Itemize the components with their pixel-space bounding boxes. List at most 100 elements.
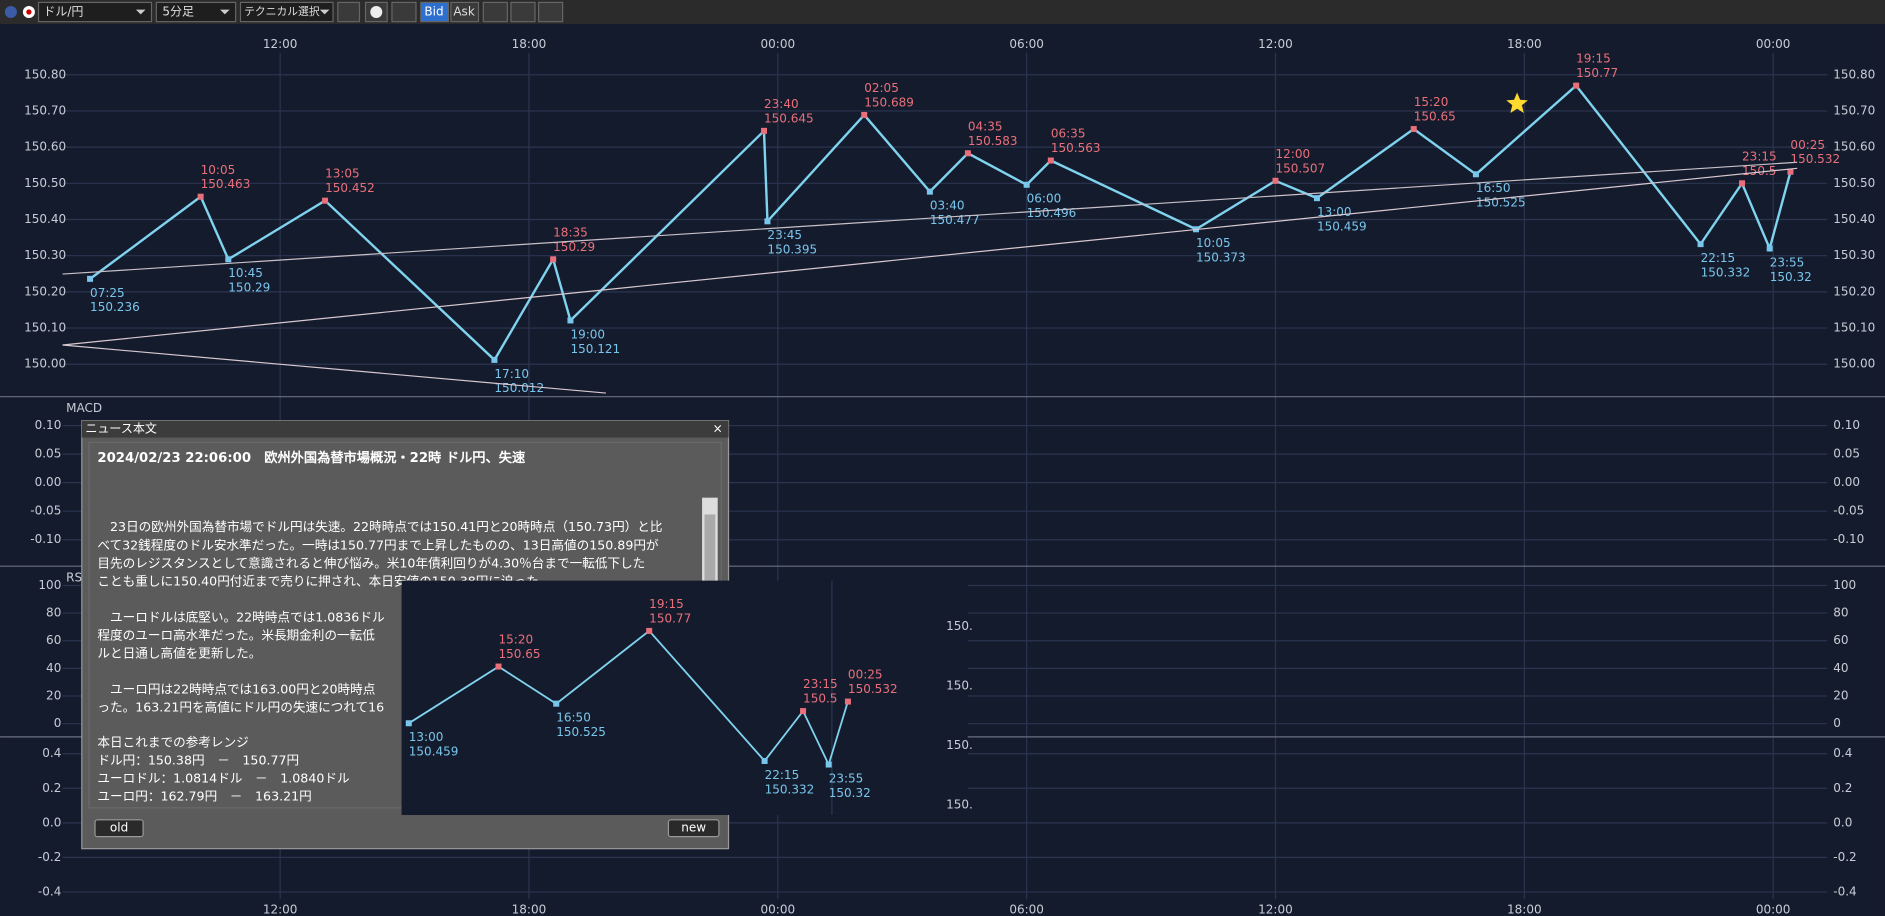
y-tick-label: 80 (1833, 606, 1848, 620)
y-tick-label: -0.05 (1833, 504, 1864, 518)
pen-button[interactable] (337, 1, 361, 23)
low-marker (405, 720, 412, 727)
low-marker (926, 188, 933, 195)
annotation-price: 150.332 (765, 782, 815, 796)
annotation-time: 03:40 (930, 199, 965, 213)
annotation-price: 150.645 (764, 111, 814, 125)
x-tick-label: 18:00 (512, 902, 547, 916)
high-marker (1272, 177, 1279, 184)
low-marker (761, 757, 768, 764)
annotation-time: 10:05 (201, 163, 236, 177)
news-body-line: 23日の欧州外国為替市場でドル円は失速。22時時点では150.41円と20時時点… (97, 519, 662, 534)
scroll-thumb[interactable] (704, 514, 716, 581)
flag-us (4, 6, 17, 19)
annotation-time: 00:25 (1790, 138, 1825, 152)
annotation-time: 06:35 (1051, 127, 1086, 141)
bid-button[interactable] (420, 1, 450, 23)
dropdown-arrow (135, 9, 146, 15)
y-tick-label: 80 (46, 606, 61, 620)
annotation-price: 150.459 (409, 745, 459, 759)
annotation-time: 13:05 (325, 167, 360, 181)
y-tick-label: 40 (1833, 661, 1848, 675)
x-tick-label: 00:00 (1756, 37, 1791, 51)
annotation-time: 23:15 (1742, 149, 1777, 163)
y-tick-label: 60 (46, 633, 61, 647)
y-tick-label: -0.10 (1833, 532, 1864, 546)
annotation-price: 150.121 (570, 342, 620, 356)
y-tick-label: 20 (46, 689, 61, 703)
interval-select[interactable] (155, 1, 237, 23)
annotation-price: 150.29 (553, 240, 595, 254)
annotation-price: 150.29 (228, 281, 270, 295)
dropdown-arrow (319, 9, 330, 15)
y-tick-label: 150.70 (24, 103, 66, 117)
x-tick-label: 12:00 (1258, 902, 1293, 916)
y-tick-label: 0.10 (35, 418, 62, 432)
news-body-line: ユーロ円は22時時点では163.00円と20時時点 (97, 682, 375, 697)
ask-button[interactable] (450, 1, 480, 23)
flag-jp-dot (26, 9, 32, 15)
annotation-time: 04:35 (968, 119, 1003, 133)
y-tick-label: 150.80 (1833, 67, 1875, 81)
y-tick-label: 0.2 (42, 781, 61, 795)
high-marker (197, 193, 204, 200)
symbol-select[interactable] (37, 1, 153, 23)
news-body-line: った。163.21円を高値にドル円の失速につれて16 (97, 700, 384, 715)
x-tick-label: 12:00 (263, 37, 298, 51)
y-tick-label: 0.2 (1833, 781, 1852, 795)
annotation-time: 23:55 (829, 771, 864, 785)
y-tick-label: 0.4 (42, 746, 61, 760)
panel-label: RSI (66, 571, 86, 585)
low-marker (553, 700, 560, 707)
low-marker (1472, 171, 1479, 178)
dropdown-arrow (220, 9, 230, 15)
x-tick-label: 00:00 (760, 902, 795, 916)
annotation-time: 23:40 (764, 97, 799, 111)
low-marker (87, 275, 94, 282)
low-marker (491, 356, 498, 363)
news-body-line: 本日これまでの参考レンジ (97, 734, 248, 749)
low-marker (1313, 195, 1320, 202)
zoom-out-button[interactable] (510, 1, 536, 23)
annotation-price: 150.77 (1576, 66, 1618, 80)
y-tick-label: 150.10 (1833, 321, 1875, 335)
technical-text: テクニカル選択 (244, 4, 320, 18)
close-button[interactable]: × (713, 422, 723, 436)
annotation-price: 150.583 (968, 134, 1018, 148)
new-button[interactable] (667, 819, 720, 838)
annotation-time: 16:50 (556, 711, 591, 725)
y-tick-label: 0.00 (35, 475, 62, 489)
mini-chart-bg (401, 580, 968, 816)
annotation-price: 150.395 (767, 243, 817, 257)
annotation-price: 150.65 (1414, 110, 1456, 124)
news-body-line: べて32銭程度のドル安水準だった。一時は150.77円まで上昇したものの、13日… (97, 537, 659, 552)
high-marker (322, 197, 329, 204)
high-marker (800, 708, 807, 715)
x-tick-label: 18:00 (1507, 902, 1542, 916)
low-marker (764, 218, 771, 225)
low-marker (825, 761, 832, 768)
news-headline: 2024/02/23 22:06:00 欧州外国為替市場概況・22時 ドル円、失… (97, 449, 526, 466)
y-tick-label: 150.00 (1833, 357, 1875, 371)
indicator-button[interactable] (482, 1, 508, 23)
annotation-price: 150.525 (1476, 196, 1526, 210)
y-tick-label: 150.80 (24, 67, 66, 81)
annotation-price: 150.463 (201, 177, 251, 191)
y-tick-label: 0 (54, 716, 62, 730)
bid-text: Bid (424, 5, 443, 19)
y-tick-label: 150.60 (1833, 140, 1875, 154)
annotation-time: 19:15 (649, 597, 684, 611)
y-tick-label: -0.2 (1833, 850, 1856, 864)
high-marker (1739, 180, 1746, 187)
trend-line (62, 167, 1798, 346)
chart-type-button[interactable] (391, 1, 417, 23)
annotation-time: 12:00 (1275, 147, 1310, 161)
annotation-price: 150.532 (848, 682, 898, 696)
annotation-price: 150.507 (1275, 161, 1325, 175)
technical-select[interactable] (239, 1, 334, 23)
old-button[interactable] (94, 819, 144, 838)
y-tick-label: 150.40 (24, 212, 66, 226)
zoom-in-button[interactable] (537, 1, 564, 23)
price-line (89, 83, 1792, 362)
